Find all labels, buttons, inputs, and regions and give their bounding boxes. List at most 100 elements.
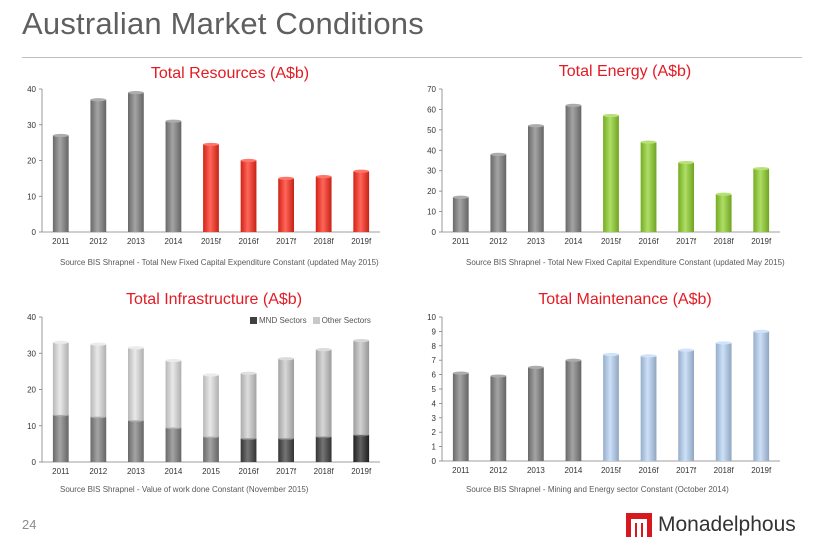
y-tick-label: 0	[32, 228, 37, 237]
title-divider	[22, 57, 802, 58]
y-tick-label: 40	[27, 85, 36, 94]
x-tick-label: 2014	[565, 466, 583, 475]
legend-swatch	[312, 317, 320, 324]
chart-svg: 0 1 2 3 4 5 6 7 8 9 10 2011 2012 2013 2014 2015f 2016f 20…	[427, 313, 780, 475]
x-tick-label: 2011	[452, 237, 470, 246]
y-tick-label: 10	[427, 208, 436, 217]
company-logo: Monadelphous	[626, 513, 796, 537]
bar	[315, 176, 332, 232]
x-tick-label: 2016f	[639, 466, 660, 475]
x-tick-label: 2011	[52, 237, 70, 246]
bar	[565, 105, 582, 232]
x-tick-label: 2019f	[751, 237, 772, 246]
bar-cap	[715, 341, 732, 345]
bar	[278, 178, 294, 232]
x-tick-label: 2011	[452, 466, 470, 475]
y-tick-label: 0	[432, 228, 437, 237]
page-title: Australian Market Conditions	[22, 6, 424, 41]
chart-legend: MND Sectors Other Sectors	[250, 316, 371, 325]
bar-cap	[715, 192, 732, 196]
x-tick-label: 2013	[127, 467, 145, 476]
x-tick-label: 2017f	[276, 467, 297, 476]
x-tick-label: 2015f	[601, 466, 622, 475]
x-tick-label: 2012	[89, 237, 107, 246]
y-tick-label: 70	[427, 85, 436, 94]
bar-other-sectors	[240, 373, 257, 439]
bar-other-sectors-cap	[353, 338, 370, 343]
chart-total-resources: Total Resources (A$b) 0 10 20 30 40 2011 2012 2…	[20, 62, 400, 272]
bar	[353, 171, 370, 232]
bar-cap	[165, 119, 182, 123]
bar	[90, 99, 107, 232]
bar-mnd-sectors	[240, 438, 257, 462]
bar-cap	[640, 140, 657, 144]
bar-other-sectors-cap	[165, 358, 182, 363]
bar	[203, 144, 219, 232]
chart-total-maintenance: Total Maintenance (A$b) 0 1 2 3 4 5 6 7 8 9 10 2011…	[420, 288, 800, 500]
bar	[128, 92, 144, 232]
y-tick-label: 20	[27, 157, 36, 166]
legend-label: Other Sectors	[321, 316, 371, 325]
x-tick-label: 2018f	[314, 467, 335, 476]
x-tick-label: 2015f	[601, 237, 622, 246]
bar	[240, 160, 257, 232]
bar	[753, 168, 770, 232]
bar-other-sectors	[165, 360, 182, 428]
legend-item-mnd: MND Sectors	[250, 316, 307, 325]
bar-other-sectors	[315, 349, 332, 437]
bar-other-sectors-cap	[315, 348, 332, 352]
x-tick-label: 2013	[527, 466, 545, 475]
bar-cap	[490, 152, 507, 156]
bar	[528, 367, 544, 461]
chart-title: Total Maintenance (A$b)	[538, 291, 712, 308]
bar-cap	[203, 142, 219, 147]
bar-other-sectors	[128, 347, 144, 421]
bar-cap	[753, 167, 770, 171]
y-tick-label: 4	[432, 399, 437, 408]
y-tick-label: 10	[27, 192, 36, 201]
bar	[565, 360, 582, 461]
bar-other-sectors-cap	[128, 346, 144, 350]
x-tick-label: 2014	[165, 467, 183, 476]
y-tick-label: 0	[32, 458, 37, 467]
bar-mnd-sectors	[203, 436, 219, 462]
chart-source: Source BIS Shrapnel - Value of work done…	[60, 485, 309, 494]
bar	[678, 162, 694, 232]
x-tick-label: 2016f	[639, 237, 660, 246]
bar-other-sectors-cap	[240, 371, 257, 375]
chart-source: Source BIS Shrapnel - Mining and Energy …	[466, 485, 729, 494]
x-tick-label: 2014	[565, 237, 583, 246]
y-tick-label: 20	[427, 187, 436, 196]
chart-svg: 0 10 20 30 40 2011 2012 2013 2014 2015f 2016f 2017f…	[27, 85, 380, 246]
y-tick-label: 7	[432, 356, 437, 365]
bar-cap	[240, 158, 257, 163]
bar-mnd-sectors	[165, 427, 182, 462]
x-tick-label: 2017f	[276, 237, 297, 246]
bar-other-sectors	[90, 344, 107, 417]
bar	[715, 194, 732, 232]
bar	[490, 154, 507, 232]
bar-cap	[565, 358, 582, 362]
y-tick-label: 9	[432, 327, 437, 336]
x-tick-label: 2015	[202, 467, 220, 476]
bar-mnd-sectors	[353, 434, 370, 462]
x-tick-label: 2019f	[351, 467, 372, 476]
x-tick-label: 2018f	[714, 466, 735, 475]
bar-cap	[528, 124, 544, 128]
bar	[452, 373, 469, 461]
chart-svg: 0 10 20 30 40 50 60 70 2011 2012 2013 2014 2015f 2016…	[427, 85, 780, 246]
bar	[640, 355, 657, 461]
bar	[490, 376, 507, 461]
chart-total-energy: Total Energy (A$b) 0 10 20 30 40 50 60 70 2011 20…	[420, 62, 800, 272]
x-tick-label: 2019f	[351, 237, 372, 246]
chart-title: Total Infrastructure (A$b)	[125, 291, 303, 308]
bar-cap	[90, 98, 107, 102]
bar	[753, 331, 770, 461]
y-tick-label: 50	[427, 126, 436, 135]
x-tick-label: 2012	[89, 467, 107, 476]
y-tick-label: 5	[432, 385, 437, 394]
monadelphous-logo-icon	[626, 513, 652, 537]
bar-cap	[565, 103, 582, 107]
bar-mnd-sectors	[128, 420, 144, 462]
x-tick-label: 2011	[52, 467, 70, 476]
